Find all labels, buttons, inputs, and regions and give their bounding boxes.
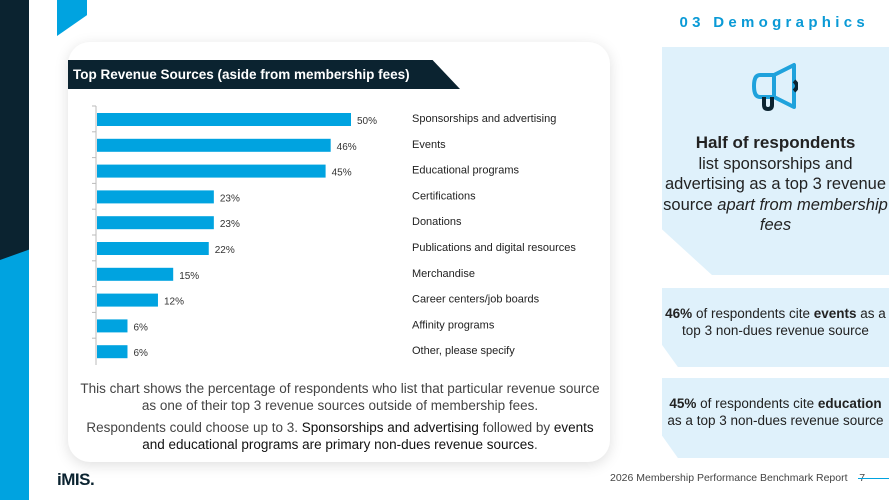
education-bold: education (817, 396, 882, 411)
megaphone-icon (752, 63, 798, 111)
chart-summary: Respondents could choose up to 3. Sponso… (80, 419, 600, 453)
data-label: 15% (179, 271, 199, 282)
bar (97, 242, 209, 255)
category-label: Sponsorships and advertising (412, 113, 556, 125)
category-label: Donations (412, 216, 462, 228)
category-label: Events (412, 139, 446, 151)
main-stat-text: Half of respondents list sponsorships and… (662, 133, 889, 236)
category-label: Affinity programs (412, 319, 495, 331)
bar (97, 164, 326, 178)
main-stat-body: list sponsorships and advertising as a t… (663, 154, 887, 214)
category-label: Other, please specify (412, 345, 515, 357)
bar (97, 267, 174, 281)
summary-text: . (533, 437, 538, 452)
data-label: 46% (337, 142, 357, 153)
events-bold: events (813, 306, 857, 321)
bar (97, 138, 331, 152)
events-text: of respondents cite (692, 306, 814, 321)
education-pct: 45% (669, 396, 697, 411)
events-text: as a top 3 non-dues revenue source (682, 306, 886, 338)
data-label: 23% (220, 193, 240, 204)
summary-highlight: events and educational programs are prim… (142, 420, 594, 452)
data-label: 22% (215, 245, 235, 256)
section-title: 03 Demographics (679, 14, 869, 31)
summary-highlight: Sponsorships and advertising (301, 420, 479, 435)
bar (97, 319, 128, 333)
summary-text: Respondents could choose up to 3. (86, 420, 302, 435)
highlight-panel-main: Half of respondents list sponsorships and… (662, 47, 889, 275)
bar (97, 293, 158, 307)
category-label: Career centers/job boards (412, 294, 540, 306)
data-label: 6% (133, 322, 148, 333)
footer-line (858, 478, 889, 479)
bar (97, 113, 351, 126)
category-label: Merchandise (412, 268, 475, 280)
category-label: Certifications (412, 190, 476, 202)
education-stat: 45% of respondents cite education as a t… (662, 396, 889, 429)
imis-logo: iMIS. (57, 470, 95, 489)
events-pct: 46% (665, 306, 693, 321)
report-title: 2026 Membership Performance Benchmark Re… (610, 472, 848, 484)
bar (97, 190, 214, 204)
chart-title: Top Revenue Sources (aside from membersh… (68, 60, 460, 89)
events-stat: 46% of respondents cite events as a top … (662, 306, 889, 339)
data-label: 23% (220, 219, 240, 230)
highlight-panel-events: 46% of respondents cite events as a top … (662, 288, 889, 367)
bar (97, 216, 214, 230)
bar (97, 345, 128, 359)
summary-text: followed by (478, 420, 554, 435)
footer-report: 2026 Membership Performance Benchmark Re… (610, 472, 865, 484)
left-dark-strip (0, 0, 29, 260)
data-label: 45% (332, 168, 352, 179)
main-stat-italic: apart from membership fees (717, 195, 888, 235)
chart-description: This chart shows the percentage of respo… (80, 381, 600, 413)
category-label: Publications and digital resources (412, 242, 576, 254)
education-text: of respondents cite (696, 396, 818, 411)
category-label: Educational programs (412, 165, 520, 177)
education-text: as a top 3 non-dues revenue source (667, 412, 884, 428)
highlight-panel-education: 45% of respondents cite education as a t… (662, 378, 889, 458)
data-label: 6% (133, 348, 148, 359)
data-label: 50% (357, 116, 377, 127)
main-stat-bold: Half of respondents (695, 133, 856, 152)
data-label: 12% (164, 297, 184, 308)
